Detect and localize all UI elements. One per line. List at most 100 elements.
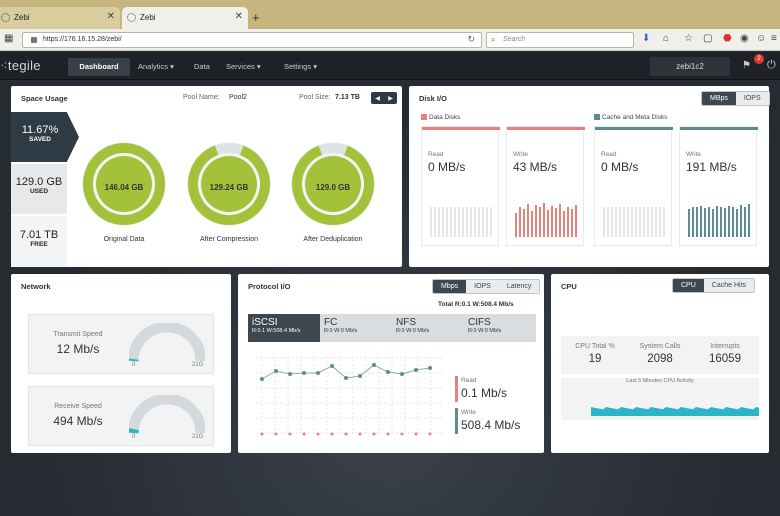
- bg-bar: [639, 207, 641, 237]
- io-bar: [732, 207, 734, 237]
- bg-bar: [627, 207, 629, 237]
- clipboard-icon[interactable]: ▢: [703, 33, 713, 44]
- toggle-mbps[interactable]: MBps: [702, 92, 736, 105]
- close-tab-icon[interactable]: ✕: [106, 11, 115, 22]
- user-menu[interactable]: zebi1c2: [650, 57, 730, 76]
- protocol-io-toggle: Mbps IOPS Latency: [432, 279, 541, 294]
- cpu-panel: CPU CPU Cache Hits CPU Total % 19 System …: [551, 274, 769, 453]
- receive-gauge: [129, 395, 205, 434]
- bg-bar: [430, 207, 432, 237]
- io-bar: [543, 203, 545, 237]
- io-bar: [555, 208, 557, 237]
- emoji-icon[interactable]: ☺: [756, 33, 767, 44]
- io-bar: [523, 209, 525, 237]
- io-bar: [704, 208, 706, 237]
- bg-bar: [486, 207, 488, 237]
- adblock-icon[interactable]: ⬣: [723, 33, 732, 44]
- toggle-iops[interactable]: IOPS: [466, 280, 499, 293]
- io-bar: [744, 207, 746, 237]
- write-point: [316, 371, 320, 375]
- nav-data[interactable]: Data: [194, 62, 210, 71]
- tab-cifs[interactable]: CIFS R:0 W:0 Mb/s: [464, 314, 536, 342]
- bg-bar: [623, 207, 625, 237]
- extension-icon[interactable]: ◉: [740, 33, 749, 44]
- nav-settings[interactable]: Settings ▾: [284, 62, 317, 71]
- write-point: [274, 369, 278, 373]
- disk-io-toggle: MBps IOPS: [701, 91, 770, 106]
- power-icon[interactable]: ⏻: [767, 59, 776, 71]
- transmit-gauge: [129, 323, 205, 362]
- bg-bar: [663, 207, 665, 237]
- tab-nfs[interactable]: NFS R:0 W:0 Mb/s: [392, 314, 464, 342]
- close-tab-icon[interactable]: ✕: [234, 11, 243, 22]
- io-bar: [515, 213, 517, 237]
- toggle-cache-hits[interactable]: Cache Hits: [703, 279, 755, 292]
- app-header: ⁖tegile Dashboard Analytics ▾ Data Servi…: [0, 52, 780, 80]
- donut-value-compression: 129.24 GB: [209, 183, 249, 192]
- reload-icon[interactable]: ↻: [467, 34, 475, 44]
- nav-dashboard[interactable]: Dashboard: [68, 58, 130, 76]
- browser-tab-label: Zebi: [14, 13, 30, 22]
- bg-bar: [442, 207, 444, 237]
- data-write-card: Write 43 MB/s: [506, 126, 585, 246]
- usage-donuts: [82, 142, 375, 226]
- zebi-favicon-icon: [127, 13, 136, 22]
- io-bar: [720, 207, 722, 237]
- data-write-bars: [515, 203, 577, 237]
- bg-bar: [659, 207, 661, 237]
- bg-bar: [651, 207, 653, 237]
- download-icon[interactable]: ⬇: [642, 33, 651, 44]
- home-icon[interactable]: ⌂: [663, 33, 670, 44]
- bookmark-star-icon[interactable]: ☆: [684, 33, 693, 44]
- donut-label-original: Original Data: [103, 236, 145, 243]
- pool-size-value: 7.13 TB: [335, 94, 360, 101]
- transmit-speed-box: Transmit Speed 12 Mb/s 0 21G: [28, 314, 214, 374]
- address-bar[interactable]: https://176.16.15.28/zebi/ ↻: [22, 32, 482, 48]
- toggle-iops[interactable]: IOPS: [735, 92, 769, 105]
- tab-fc[interactable]: FC R:0 W:0 Mb/s: [320, 314, 392, 342]
- prev-pool-icon[interactable]: ◀: [375, 95, 380, 102]
- next-pool-icon[interactable]: ▶: [388, 95, 393, 102]
- donut-arc: [292, 143, 374, 225]
- bg-bar: [655, 207, 657, 237]
- io-bar: [539, 207, 541, 237]
- cpu-chart-caption: Last 5 Minutes CPU Activity: [626, 378, 694, 384]
- io-bar: [716, 206, 718, 237]
- write-point: [386, 370, 390, 374]
- grid-icon[interactable]: ▦: [4, 33, 14, 44]
- browser-tab-1[interactable]: Zebi ✕: [0, 7, 120, 29]
- flag-icon[interactable]: ⚑: [742, 60, 751, 71]
- read-point: [414, 432, 418, 436]
- bg-bar: [490, 207, 492, 237]
- tab-iscsi[interactable]: iSCSI R:0.1 W:508.4 Mb/s: [248, 314, 320, 342]
- io-bar: [551, 206, 553, 237]
- io-bar: [559, 204, 561, 237]
- protocol-line-chart: [256, 356, 442, 436]
- write-point: [358, 374, 362, 378]
- write-point: [372, 363, 376, 367]
- bg-bar: [603, 207, 605, 237]
- read-point: [344, 432, 348, 436]
- panel-title: CPU: [561, 282, 577, 291]
- browser-tab-2[interactable]: Zebi ✕: [122, 7, 248, 29]
- read-point: [274, 432, 278, 436]
- toggle-cpu[interactable]: CPU: [673, 279, 704, 292]
- nav-analytics[interactable]: Analytics ▾: [138, 62, 174, 71]
- toggle-mbps[interactable]: Mbps: [433, 280, 467, 293]
- write-point: [302, 371, 306, 375]
- bg-bar: [611, 207, 613, 237]
- panel-title: Space Usage: [21, 94, 68, 103]
- menu-icon[interactable]: ≡: [771, 33, 777, 44]
- tegile-logo: ⁖tegile: [0, 58, 41, 73]
- io-bar: [571, 209, 573, 237]
- network-panel: Network Transmit Speed 12 Mb/s 0 21G Rec…: [11, 274, 231, 453]
- write-value: 508.4 Mb/s: [461, 418, 521, 432]
- search-input[interactable]: ⌕ Search: [486, 32, 634, 48]
- new-tab-button[interactable]: +: [252, 10, 260, 25]
- browser-tab-bar: Zebi ✕ Zebi ✕ +: [0, 0, 780, 29]
- nav-services[interactable]: Services ▾: [226, 62, 261, 71]
- cache-write-bars: [688, 204, 750, 237]
- toggle-latency[interactable]: Latency: [498, 280, 540, 293]
- data-read-card: Read 0 MB/s: [421, 126, 500, 246]
- cache-write-card: Write 191 MB/s: [679, 126, 758, 246]
